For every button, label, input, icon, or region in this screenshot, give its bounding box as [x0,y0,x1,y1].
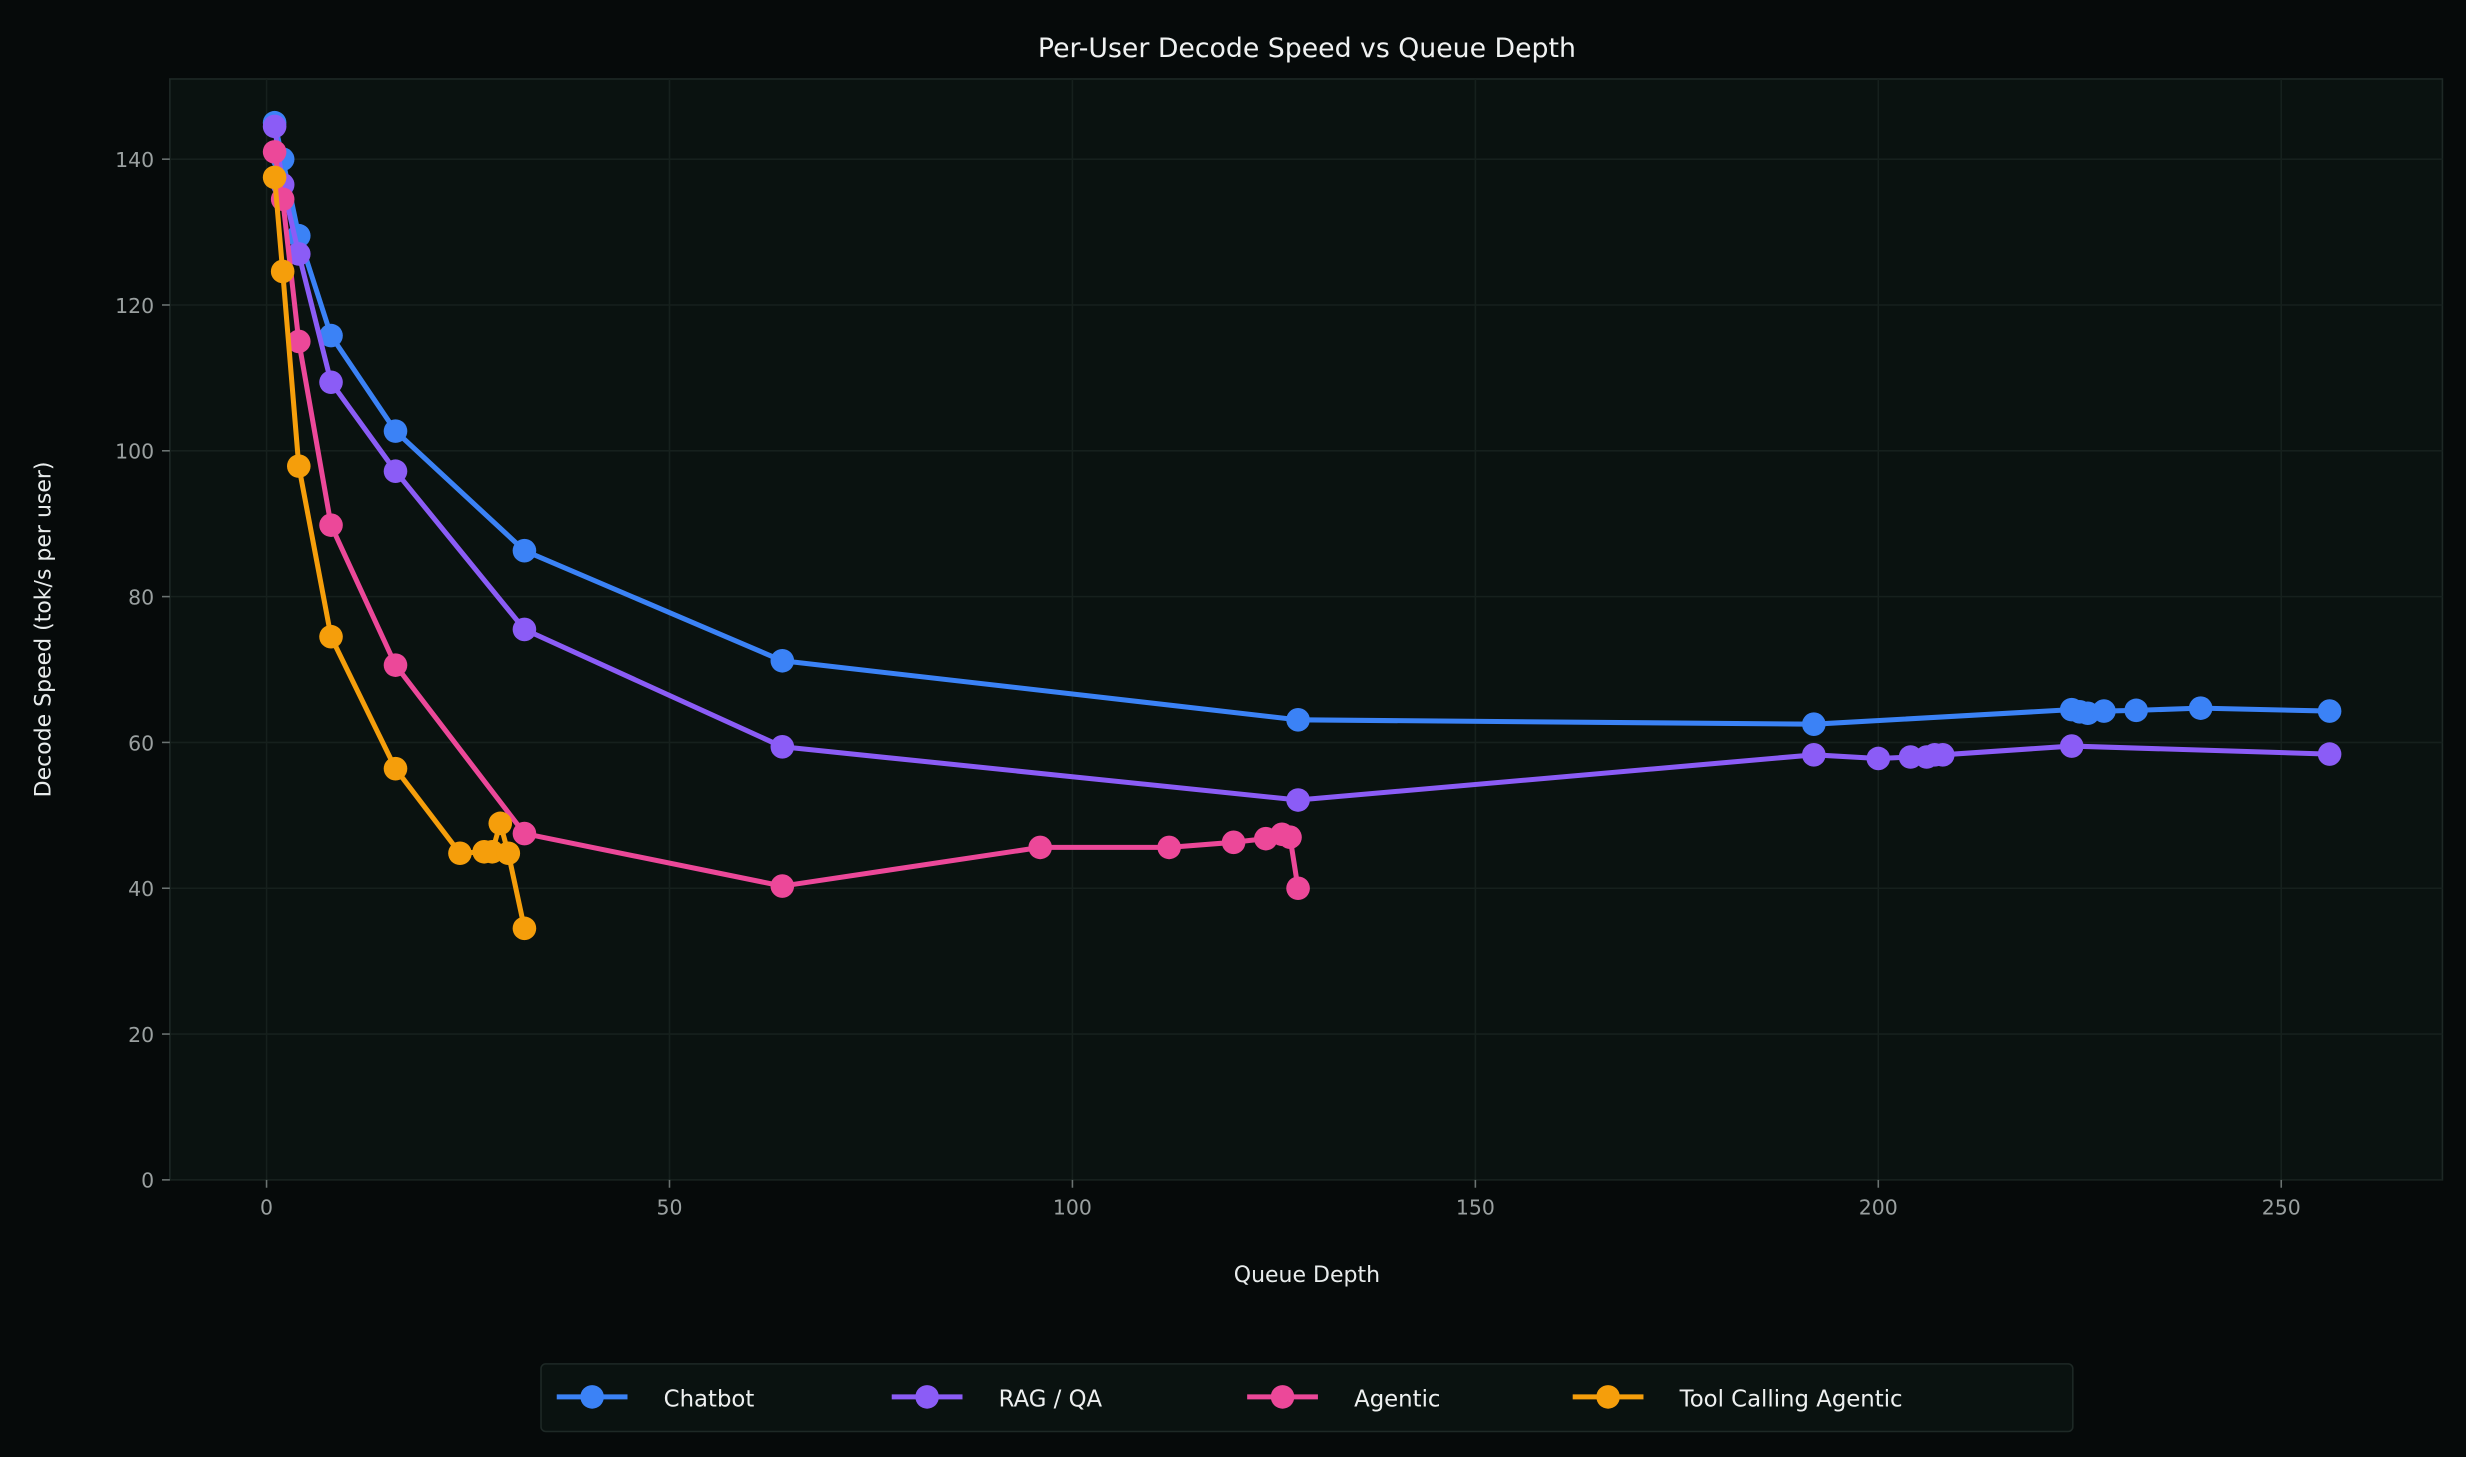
x-tick-label: 0 [260,1195,273,1219]
legend-dot-marker [1270,1385,1295,1409]
data-point-chatbot [770,648,795,673]
y-tick-label: 60 [128,731,154,755]
legend-dot-marker [1596,1385,1620,1409]
legend-item-tool-calling-agentic: Tool Calling Agentic [1572,1385,1903,1412]
data-point-tool-calling-agentic [286,454,311,478]
data-point-agentic [286,329,311,354]
data-point-agentic [1157,835,1181,860]
legend-dot-marker [580,1385,604,1409]
y-tick-label: 40 [128,877,154,901]
data-point-rag-qa [1898,745,1923,769]
x-tick-label: 200 [1859,1195,1898,1219]
data-point-chatbot [512,538,537,563]
data-point-rag-qa [286,242,311,266]
legend-item-chatbot: Chatbot [556,1385,755,1412]
data-point-chatbot [2188,696,2213,720]
x-tick-label: 250 [2262,1195,2301,1219]
data-point-agentic [512,821,537,846]
data-point-tool-calling-agentic [512,916,537,941]
legend-label: Tool Calling Agentic [1679,1386,1903,1412]
data-point-agentic [1028,835,1052,860]
data-point-tool-calling-agentic [448,841,472,866]
data-point-agentic [319,513,343,537]
series-agentic [262,140,1310,901]
data-point-rag-qa [262,114,287,139]
legend-dot-marker [915,1385,939,1409]
legend-entries: Chatbot RAG / QA Agentic Tool Calling Agent… [556,1385,1903,1412]
chart-title: Per-User Decode Speed vs Queue Depth [1038,33,1576,64]
x-tick-label: 100 [1053,1195,1092,1219]
y-tick-label: 0 [141,1169,154,1193]
data-point-rag-qa [383,459,408,484]
legend-label: RAG / QA [999,1386,1103,1412]
data-point-rag-qa [1930,743,1955,767]
data-point-chatbot [319,323,343,348]
series-line-chatbot [272,122,2330,727]
plot-area [169,78,2444,1181]
data-point-chatbot [1286,708,1310,732]
data-point-chatbot [1802,712,1826,736]
data-point-agentic [1221,830,1246,855]
series-rag-qa [262,114,2342,812]
data-point-tool-calling-agentic [488,811,513,836]
data-point-rag-qa [1802,743,1826,767]
series-layer [262,110,2342,941]
series-tool-calling-agentic [262,165,537,941]
data-point-agentic [770,874,795,898]
y-tick-label: 20 [128,1023,154,1047]
y-axis-label: Decode Speed (tok/s per user) [31,461,56,797]
data-point-tool-calling-agentic [383,756,408,781]
data-point-tool-calling-agentic [496,841,521,866]
legend-item-rag-qa: RAG / QA [891,1385,1103,1412]
data-point-tool-calling-agentic [270,259,295,284]
data-point-rag-qa [1866,746,1891,771]
y-tick-label: 140 [115,148,154,172]
data-point-agentic [262,140,287,164]
legend-label: Chatbot [664,1386,755,1412]
x-axis-label: Queue Depth [1234,1263,1380,1288]
data-point-agentic [383,653,408,677]
data-point-rag-qa [2317,742,2342,766]
legend-item-agentic: Agentic [1247,1385,1440,1412]
data-point-agentic [1286,876,1310,901]
data-point-tool-calling-agentic [262,165,287,190]
data-point-chatbot [2092,699,2116,723]
y-axis-ticks: 0 20 40 60 80 100 120 140 [115,148,170,1193]
y-tick-label: 100 [115,440,154,464]
data-point-chatbot [2317,699,2342,723]
data-point-rag-qa [1286,788,1310,812]
x-tick-label: 150 [1456,1195,1495,1219]
data-point-tool-calling-agentic [319,624,343,649]
x-axis-ticks: 0 50 100 150 200 250 [260,1179,2301,1219]
data-point-agentic [1278,825,1302,849]
data-point-rag-qa [512,617,537,642]
data-point-rag-qa [770,735,795,759]
legend-label: Agentic [1354,1386,1440,1412]
y-tick-label: 120 [115,294,154,318]
x-tick-label: 50 [656,1195,682,1219]
data-point-rag-qa [2059,734,2084,758]
data-point-rag-qa [319,370,343,395]
data-point-chatbot [383,419,408,443]
y-tick-label: 80 [128,585,154,609]
data-point-chatbot [2124,698,2148,723]
